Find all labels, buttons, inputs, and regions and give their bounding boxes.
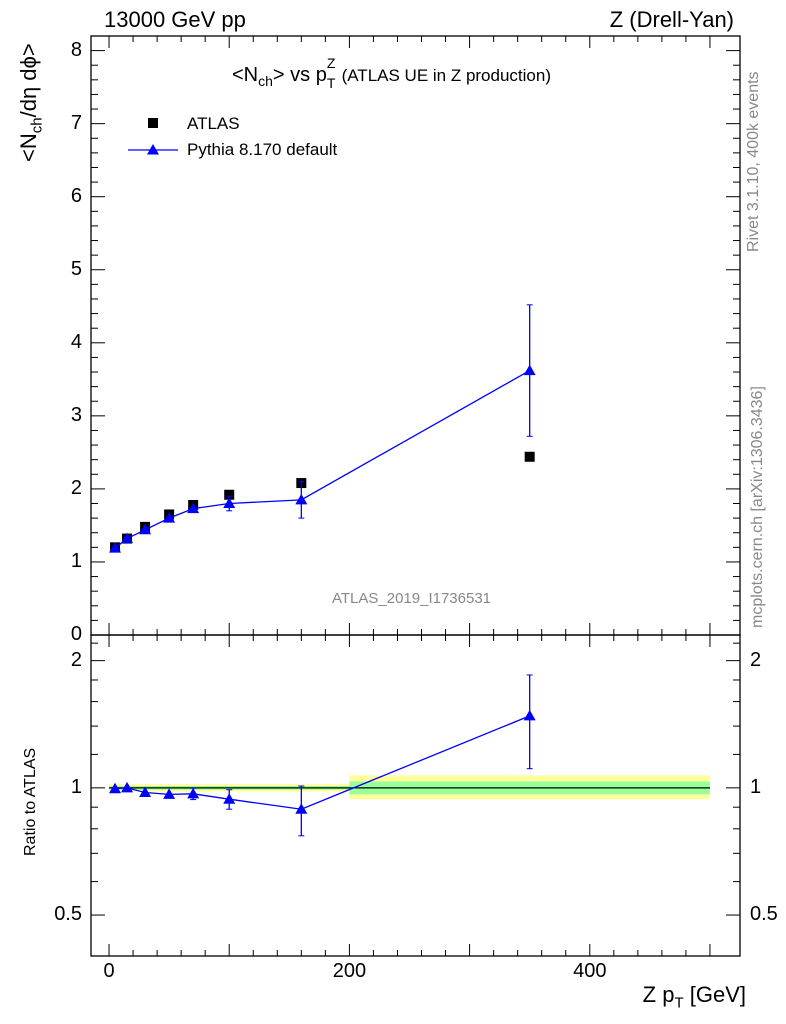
ratio-tick-label-right-1: 1 — [750, 775, 762, 798]
header-left: 13000 GeV pp — [104, 7, 246, 32]
atlas-point-5 — [224, 489, 235, 500]
pythia-point-0 — [109, 542, 122, 553]
ratio-tick-label-left-2: 2 — [70, 648, 82, 671]
ratio-point-4 — [187, 787, 200, 799]
y-tick-label-5: 5 — [70, 257, 82, 280]
ratio-point-6 — [295, 803, 308, 814]
title-sub2: T — [326, 75, 336, 91]
pythia-point-2 — [139, 523, 152, 535]
ratio-tick-label-left-0.5: 0.5 — [54, 903, 82, 926]
pythia-point-4 — [187, 502, 200, 514]
data-marks — [109, 304, 536, 837]
title-sup2: Z — [326, 55, 336, 71]
y-tick-label-4: 4 — [70, 330, 82, 353]
pythia-point-5 — [223, 497, 236, 509]
pythia-point-1 — [121, 532, 134, 544]
pythia-point-6 — [295, 493, 308, 505]
xlabel-sub: T — [674, 994, 684, 1012]
x-tick-label-200: 200 — [332, 960, 367, 982]
ratio-tick-label-right-2: 2 — [750, 648, 762, 671]
axis-ticks — [91, 35, 740, 956]
legend-label-pythia: Pythia 8.170 default — [187, 140, 338, 159]
legend-label-atlas: ATLAS — [187, 114, 240, 133]
ratio-tick-label-right-0.5: 0.5 — [750, 903, 778, 926]
y-tick-label-3: 3 — [70, 403, 82, 426]
y-tick-label-6: 6 — [70, 184, 82, 207]
legend-markers — [128, 118, 178, 155]
ratio-point-0 — [109, 782, 122, 794]
ylabel-post: /dη dϕ> — [16, 43, 41, 118]
x-tick-label-0: 0 — [103, 960, 115, 982]
y-tick-label-1: 1 — [70, 549, 82, 572]
y-axis-label-ratio: Ratio to ATLAS — [22, 747, 39, 856]
legend-marker-pythia — [147, 144, 159, 155]
x-tick-label-400: 400 — [573, 960, 607, 982]
title-post: (ATLAS UE in Z production) — [336, 66, 551, 85]
pythia-line — [114, 369, 530, 549]
ratio-tick-label-left-1: 1 — [70, 775, 82, 798]
ratio-uncertainty-bands — [109, 775, 710, 800]
y-tick-label-8: 8 — [70, 38, 82, 61]
y-tick-label-0: 0 — [70, 623, 82, 645]
y-tick-label-7: 7 — [70, 111, 82, 134]
header-right: Z (Drell-Yan) — [609, 7, 734, 32]
pythia-point-3 — [163, 512, 176, 523]
axes-frames — [90, 35, 741, 957]
xlabel-pre: Z p — [642, 982, 675, 1007]
ratio-point-3 — [163, 788, 176, 799]
ylabel-sub: ch — [28, 117, 46, 134]
title-mid: > vs p — [272, 64, 327, 86]
ratio-panel-frame — [90, 634, 741, 957]
title-pre: <N — [232, 64, 259, 86]
ratio-point-5 — [223, 793, 236, 804]
x-axis-label: Z pT [GeV] — [643, 982, 746, 1011]
source-info: mcplots.cern.ch [arXiv:1306.3436] — [749, 386, 766, 628]
legend-marker-atlas — [148, 118, 158, 128]
y-axis-label-top: <Nch/dη dϕ> — [16, 43, 45, 162]
xlabel-post: [GeV] — [683, 982, 746, 1007]
title-sub1: ch — [258, 73, 273, 89]
ratio-point-1 — [121, 781, 134, 793]
y-tick-label-2: 2 — [70, 476, 82, 499]
ratio-point-7 — [523, 709, 536, 721]
ratio-point-2 — [139, 786, 152, 797]
watermark: ATLAS_2019_I1736531 — [332, 590, 492, 607]
atlas-point-7 — [524, 451, 535, 462]
rivet-info: Rivet 3.1.10, 400k events — [745, 71, 762, 252]
ylabel-pre: <N — [16, 133, 41, 162]
pythia-point-7 — [523, 364, 536, 376]
